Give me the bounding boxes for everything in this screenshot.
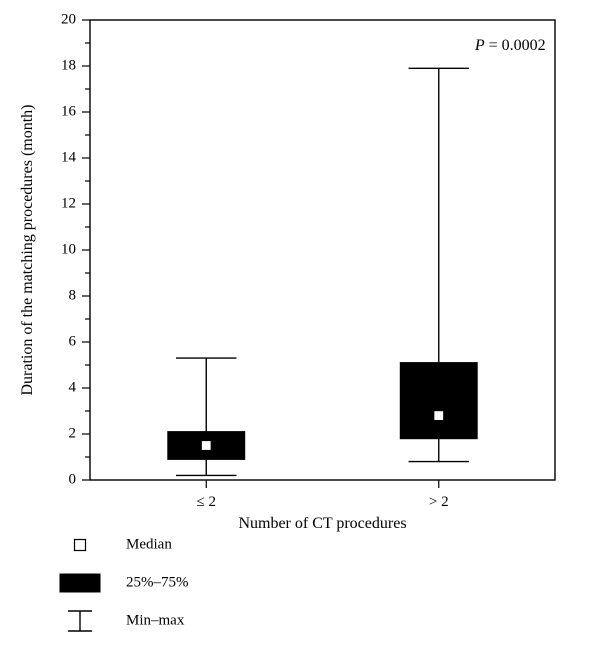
x-axis-label: Number of CT procedures (238, 515, 406, 532)
figure-root: 0 2 4 6 8 10 12 14 16 18 20 ≤ 2 > 2 Number of CT proc… (0, 0, 600, 652)
y-tick-label: 0 (69, 471, 77, 487)
y-tick-label: 20 (61, 11, 76, 27)
y-tick-label: 10 (61, 241, 76, 257)
legend-median-icon (75, 540, 86, 551)
x-tick-label: ≤ 2 (197, 494, 216, 510)
median-marker (201, 441, 211, 451)
y-tick-label: 12 (61, 195, 76, 211)
legend-label: 25%–75% (126, 574, 189, 590)
y-tick-label: 6 (69, 333, 77, 349)
boxplot-chart: 0 2 4 6 8 10 12 14 16 18 20 ≤ 2 > 2 Number of CT proc… (0, 0, 600, 652)
median-marker (434, 411, 444, 421)
y-tick-label: 18 (61, 57, 76, 73)
iqr-box (400, 363, 477, 439)
y-tick-label: 8 (69, 287, 77, 303)
legend-label: Median (126, 536, 172, 552)
legend-label: Min–max (126, 612, 185, 628)
y-tick-label: 16 (61, 103, 77, 119)
x-tick-label: > 2 (429, 494, 449, 510)
legend-box-icon (60, 574, 100, 592)
y-axis-label: Duration of the matching procedures (mon… (19, 104, 36, 395)
y-tick-label: 14 (61, 149, 77, 165)
y-tick-label: 2 (69, 425, 77, 441)
y-tick-label: 4 (69, 379, 77, 395)
p-value-annotation: P = 0.0002 (474, 37, 546, 54)
